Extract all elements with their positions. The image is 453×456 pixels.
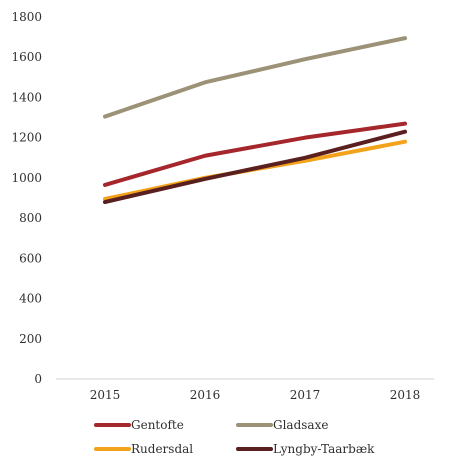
y-tick-label: 1000 <box>11 171 42 185</box>
y-tick-label: 200 <box>19 332 42 346</box>
series-line-lyngby-taarb-k <box>103 129 407 205</box>
y-tick-label: 1400 <box>11 90 42 104</box>
series-line-gladsaxe <box>103 36 407 119</box>
y-axis: 0 200 400 600 800 1000 1200 1400 1600 1800 <box>11 10 42 386</box>
legend-label-rudersdal: Rudersdal <box>131 442 193 456</box>
x-axis: 2015 2016 2017 2018 <box>56 378 434 402</box>
y-tick-label: 1600 <box>11 50 42 64</box>
legend-label-lyngby-taarb-k: Lyngby-Taarbæk <box>273 442 375 456</box>
series-line-gentofte <box>103 121 407 187</box>
x-tick-label: 2017 <box>290 388 321 402</box>
plot-lines <box>103 36 407 205</box>
y-tick-label: 0 <box>34 372 42 386</box>
y-tick-label: 1800 <box>11 10 42 24</box>
legend-label-gladsaxe: Gladsaxe <box>273 418 328 432</box>
legend: Gentofte Gladsaxe Rudersdal Lyngby-Taarbæk <box>94 418 375 456</box>
x-tick-label: 2018 <box>390 388 421 402</box>
x-tick-label: 2015 <box>90 388 121 402</box>
y-tick-label: 1200 <box>11 131 42 145</box>
x-tick-label: 2016 <box>190 388 221 402</box>
y-tick-label: 400 <box>19 292 42 306</box>
legend-label-gentofte: Gentofte <box>131 418 184 432</box>
y-tick-label: 800 <box>19 211 42 225</box>
y-tick-label: 600 <box>19 251 42 265</box>
